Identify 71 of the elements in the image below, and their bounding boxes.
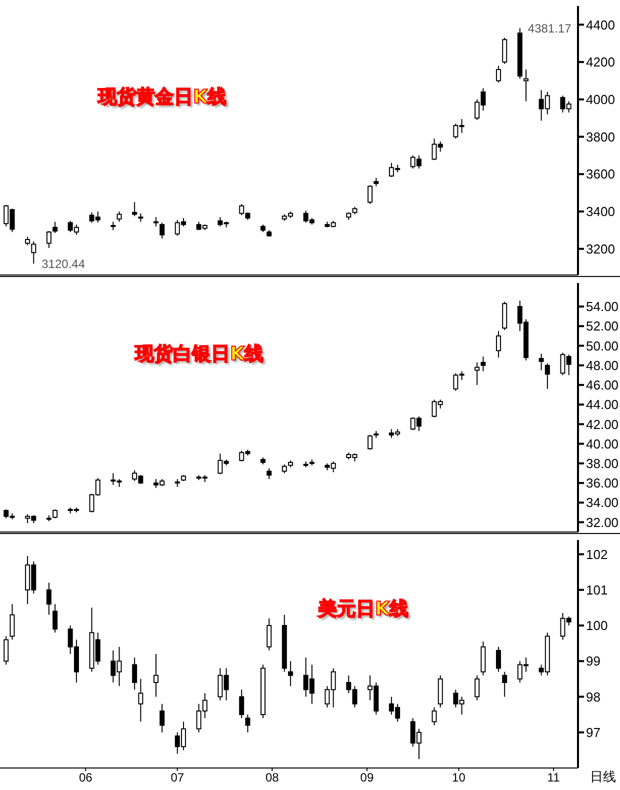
candlestick	[544, 362, 550, 390]
y-tick-label: 97	[586, 724, 600, 740]
y-tick-label: 101	[586, 582, 608, 598]
candlestick	[153, 654, 158, 698]
text: 现货黄金日K线	[98, 85, 227, 110]
candlestick	[288, 660, 294, 687]
candlestick	[496, 65, 501, 84]
candlestick	[496, 330, 501, 358]
candlestick	[524, 69, 529, 102]
candlestick	[10, 604, 15, 640]
candlestick	[52, 221, 58, 234]
y-tick-label: 46.00	[586, 378, 619, 393]
x-tick-label: 10	[452, 770, 466, 785]
candlestick	[31, 240, 36, 264]
x-tick-label: 11	[547, 770, 560, 785]
y-tick-label: 100	[586, 618, 608, 634]
y-tick-label: 40.00	[586, 436, 619, 452]
y-tick-label: 52.00	[586, 318, 619, 334]
candlestick	[538, 353, 544, 371]
candlestick	[480, 356, 486, 372]
candlestick	[153, 216, 158, 227]
y-tick-label: 44.00	[586, 397, 619, 412]
candlestick	[266, 618, 272, 651]
candlestick	[160, 222, 165, 240]
candlestick	[132, 657, 138, 690]
text: 现货白银日K线	[135, 342, 264, 367]
y-tick-label: 32.00	[586, 514, 619, 530]
y-tick-label: 3400	[586, 204, 615, 220]
y-tick-label: 54.00	[586, 299, 619, 314]
candlestick	[245, 714, 250, 733]
candlestick	[52, 604, 58, 634]
y-tick-label: 42.00	[586, 416, 619, 432]
y-tick-label: 34.00	[586, 495, 619, 510]
x-tick-label: 08	[266, 770, 280, 785]
candlestick	[496, 646, 501, 672]
candlestick	[432, 706, 437, 726]
y-tick-label: 48.00	[586, 358, 619, 373]
y-tick-label: 99	[586, 654, 600, 669]
candlestick	[46, 230, 52, 248]
x-tick-label: 09	[360, 770, 374, 785]
x-tick-label: 06	[78, 770, 93, 785]
candlestick	[4, 636, 9, 666]
candlestick	[116, 210, 122, 222]
candlestick	[502, 671, 508, 698]
candlestick	[368, 434, 373, 450]
candlestick	[138, 678, 144, 722]
candlestick	[368, 184, 373, 205]
x-tick-label: 07	[170, 770, 184, 785]
candlestick	[502, 37, 508, 64]
y-tick-label: 4000	[586, 92, 615, 108]
y-tick-label: 4400	[586, 17, 615, 32]
candlestick	[266, 468, 272, 480]
y-tick-label: 50.00	[586, 338, 619, 354]
y-tick-label: 4200	[586, 54, 615, 70]
candlestick	[474, 674, 480, 701]
y-tick-label: 98	[586, 689, 600, 704]
y-tick-label: 3800	[586, 129, 615, 144]
y-tick-label: 36.00	[586, 476, 619, 491]
candlestick	[160, 703, 165, 733]
candlestick	[474, 362, 480, 386]
y-tick-label: 3600	[586, 166, 615, 182]
candlestick	[239, 689, 244, 719]
candlestick	[132, 202, 138, 217]
y-tick-label: 3200	[586, 241, 615, 256]
y-tick-label: 38.00	[586, 456, 619, 471]
y-tick-label: 102	[586, 546, 608, 562]
candlestick	[46, 582, 52, 616]
text: 美元日K线	[318, 597, 409, 622]
annotation: 4381.17	[528, 21, 572, 36]
text: 日线	[590, 769, 616, 786]
annotation: 3120.44	[42, 256, 86, 271]
